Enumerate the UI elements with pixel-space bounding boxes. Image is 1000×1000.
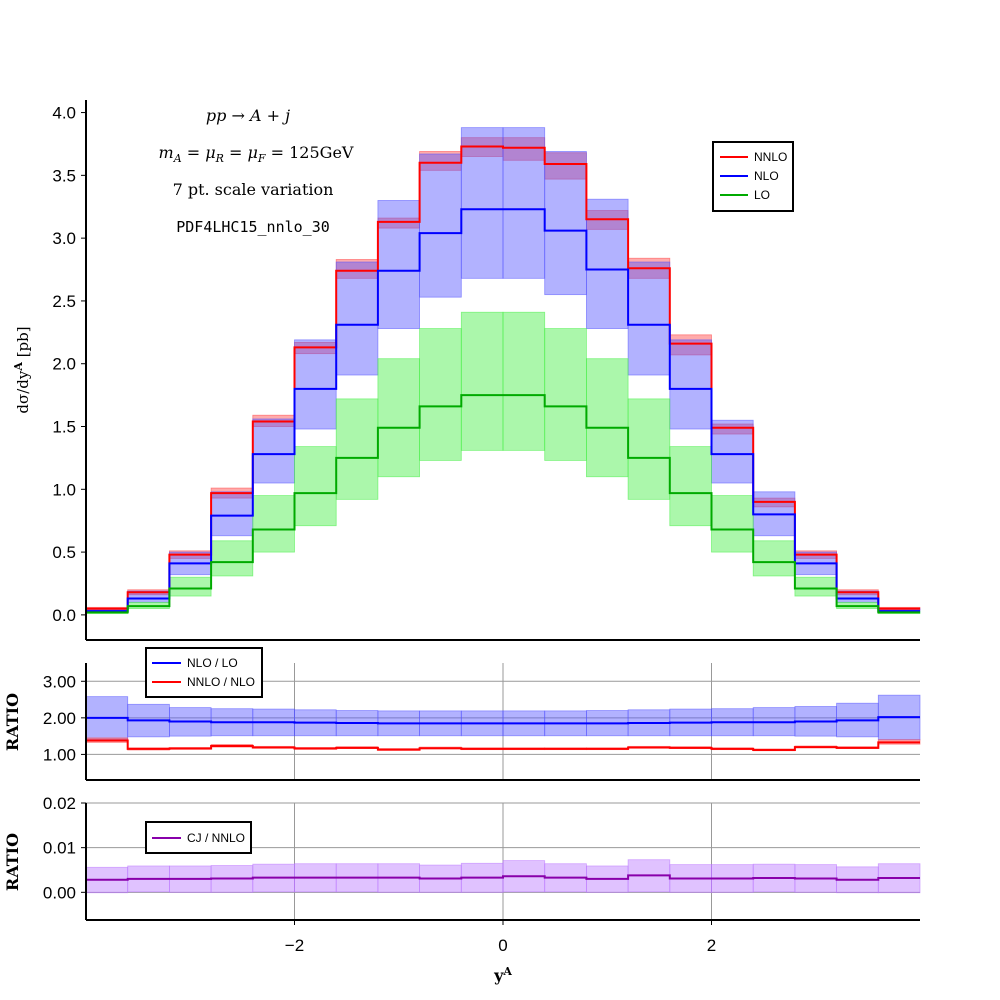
ratio1-y-ticks: 1.00 2.00 3.00 xyxy=(43,672,86,764)
line-nlo-lo xyxy=(86,716,920,725)
annotation-process: pp → A + j xyxy=(206,106,290,125)
band-lo-bin-8 xyxy=(419,328,462,461)
y-tick-label: 0.01 xyxy=(43,839,76,858)
ratio2-lines xyxy=(86,874,920,881)
annotation-scale-variation: 7 pt. scale variation xyxy=(173,180,334,199)
y-tick-label: 2.0 xyxy=(52,355,76,374)
ratio1-legend: NLO / LO NNLO / NLO xyxy=(145,647,263,698)
band-lo-bin-5 xyxy=(294,446,337,527)
ratio1-lines xyxy=(86,716,920,752)
band-nlo-bin-10 xyxy=(502,127,546,279)
main-lines xyxy=(86,145,920,614)
band-lo-bin-9 xyxy=(460,311,504,451)
x-ticks: −2 0 2 xyxy=(285,920,716,955)
ratio2-y-label: RATIO xyxy=(3,833,22,891)
band-nnlo-bin-11 xyxy=(544,152,587,180)
band-nlo-bin-13 xyxy=(627,261,671,376)
band-lo-bin-16 xyxy=(752,540,796,577)
y-tick-label: 1.00 xyxy=(43,745,76,764)
legend-label-nlo: NLO xyxy=(754,169,779,183)
y-tick-label: 0.02 xyxy=(43,794,76,813)
ratio1-legend-box xyxy=(145,647,263,698)
band-lo-bin-2 xyxy=(168,576,212,597)
line-nnlo xyxy=(86,145,920,610)
band-nlo-bin-5 xyxy=(294,339,337,430)
legend-label-cj-nnlo: CJ / NNLO xyxy=(187,831,245,845)
y-tick-label: 0.5 xyxy=(52,543,76,562)
main-legend: NNLO NLO LO xyxy=(712,141,794,212)
y-tick-label: 3.00 xyxy=(43,672,76,691)
x-tick-label: 0 xyxy=(498,936,507,955)
band-lo-bin-12 xyxy=(586,358,629,478)
legend-label-nlo-lo: NLO / LO xyxy=(187,656,238,670)
band-nlo-bin-7 xyxy=(377,200,420,329)
y-tick-label: 1.0 xyxy=(52,480,76,499)
line-cj-nnlo xyxy=(86,874,920,881)
band-nlo-bin-4 xyxy=(252,418,295,484)
band-nlo-bin-9 xyxy=(460,127,504,279)
band-nlo-bin-15 xyxy=(711,419,754,484)
legend-label-lo: LO xyxy=(754,188,770,202)
band-lo-bin-15 xyxy=(711,495,754,553)
ratio-panel-2: 0.00 0.01 0.02 −2 0 2 RATIO yA CJ / NNLO xyxy=(3,794,921,985)
main-y-label: dσ/dyA [pb] xyxy=(12,326,32,413)
line-nlo xyxy=(86,208,920,613)
band-lo-bin-14 xyxy=(669,446,712,527)
y-tick-label: 2.00 xyxy=(43,709,76,728)
band-lo-bin-6 xyxy=(335,398,379,500)
ratio2-legend: CJ / NNLO xyxy=(145,821,252,854)
annotation-scales: mA = μR = μF = 125GeV xyxy=(159,143,354,165)
band-lo-bin-7 xyxy=(377,358,420,478)
ratio1-y-label: RATIO xyxy=(3,693,22,751)
band-nlo-bin-8 xyxy=(419,153,462,298)
y-tick-label: 3.5 xyxy=(52,166,76,185)
band-lo-bin-11 xyxy=(544,328,587,461)
x-tick-label: −2 xyxy=(285,936,304,955)
band-lo-bin-10 xyxy=(502,311,546,451)
y-tick-label: 3.0 xyxy=(52,229,76,248)
band-nlo-bin-14 xyxy=(669,339,712,430)
annotation-pdf: PDF4LHC15_nnlo_30 xyxy=(176,218,330,236)
band-lo-bin-17 xyxy=(794,576,838,597)
y-tick-label: 0.00 xyxy=(43,883,76,902)
band-nlo-bin-6 xyxy=(335,261,379,376)
y-tick-label: 2.5 xyxy=(52,292,76,311)
x-axis-label: yA xyxy=(493,965,512,985)
line-nnlo-nlo xyxy=(86,739,920,752)
y-tick-label: 1.5 xyxy=(52,418,76,437)
band-nlo-bin-3 xyxy=(210,491,254,537)
main-panel: 0.00.51.01.52.02.53.03.54.0 dσ/dyA [pb] … xyxy=(12,100,921,641)
legend-label-nnlo-nlo: NNLO / NLO xyxy=(187,675,255,689)
ratio2-y-ticks: 0.00 0.01 0.02 xyxy=(43,794,86,902)
main-y-ticks: 0.0 0.5 1.0 1.5 2.0 2.5 3.0 3.5 4.0 xyxy=(52,104,86,625)
band-lo-bin-4 xyxy=(252,495,295,553)
x-tick-label: 2 xyxy=(707,936,716,955)
main-bands xyxy=(85,127,921,615)
band-nlo-bin-12 xyxy=(586,198,629,329)
legend-label-nnlo: NNLO xyxy=(754,150,787,164)
band-lo-bin-3 xyxy=(210,540,254,577)
band-lo-bin-13 xyxy=(627,398,671,500)
y-tick-label: 0.0 xyxy=(52,606,76,625)
band-nlo-bin-11 xyxy=(544,151,587,296)
ratio-panel-1: 1.00 2.00 3.00 RATIO NLO / LO NNLO / NLO xyxy=(3,647,921,781)
line-lo xyxy=(86,394,920,614)
y-tick-label: 4.0 xyxy=(52,104,76,123)
